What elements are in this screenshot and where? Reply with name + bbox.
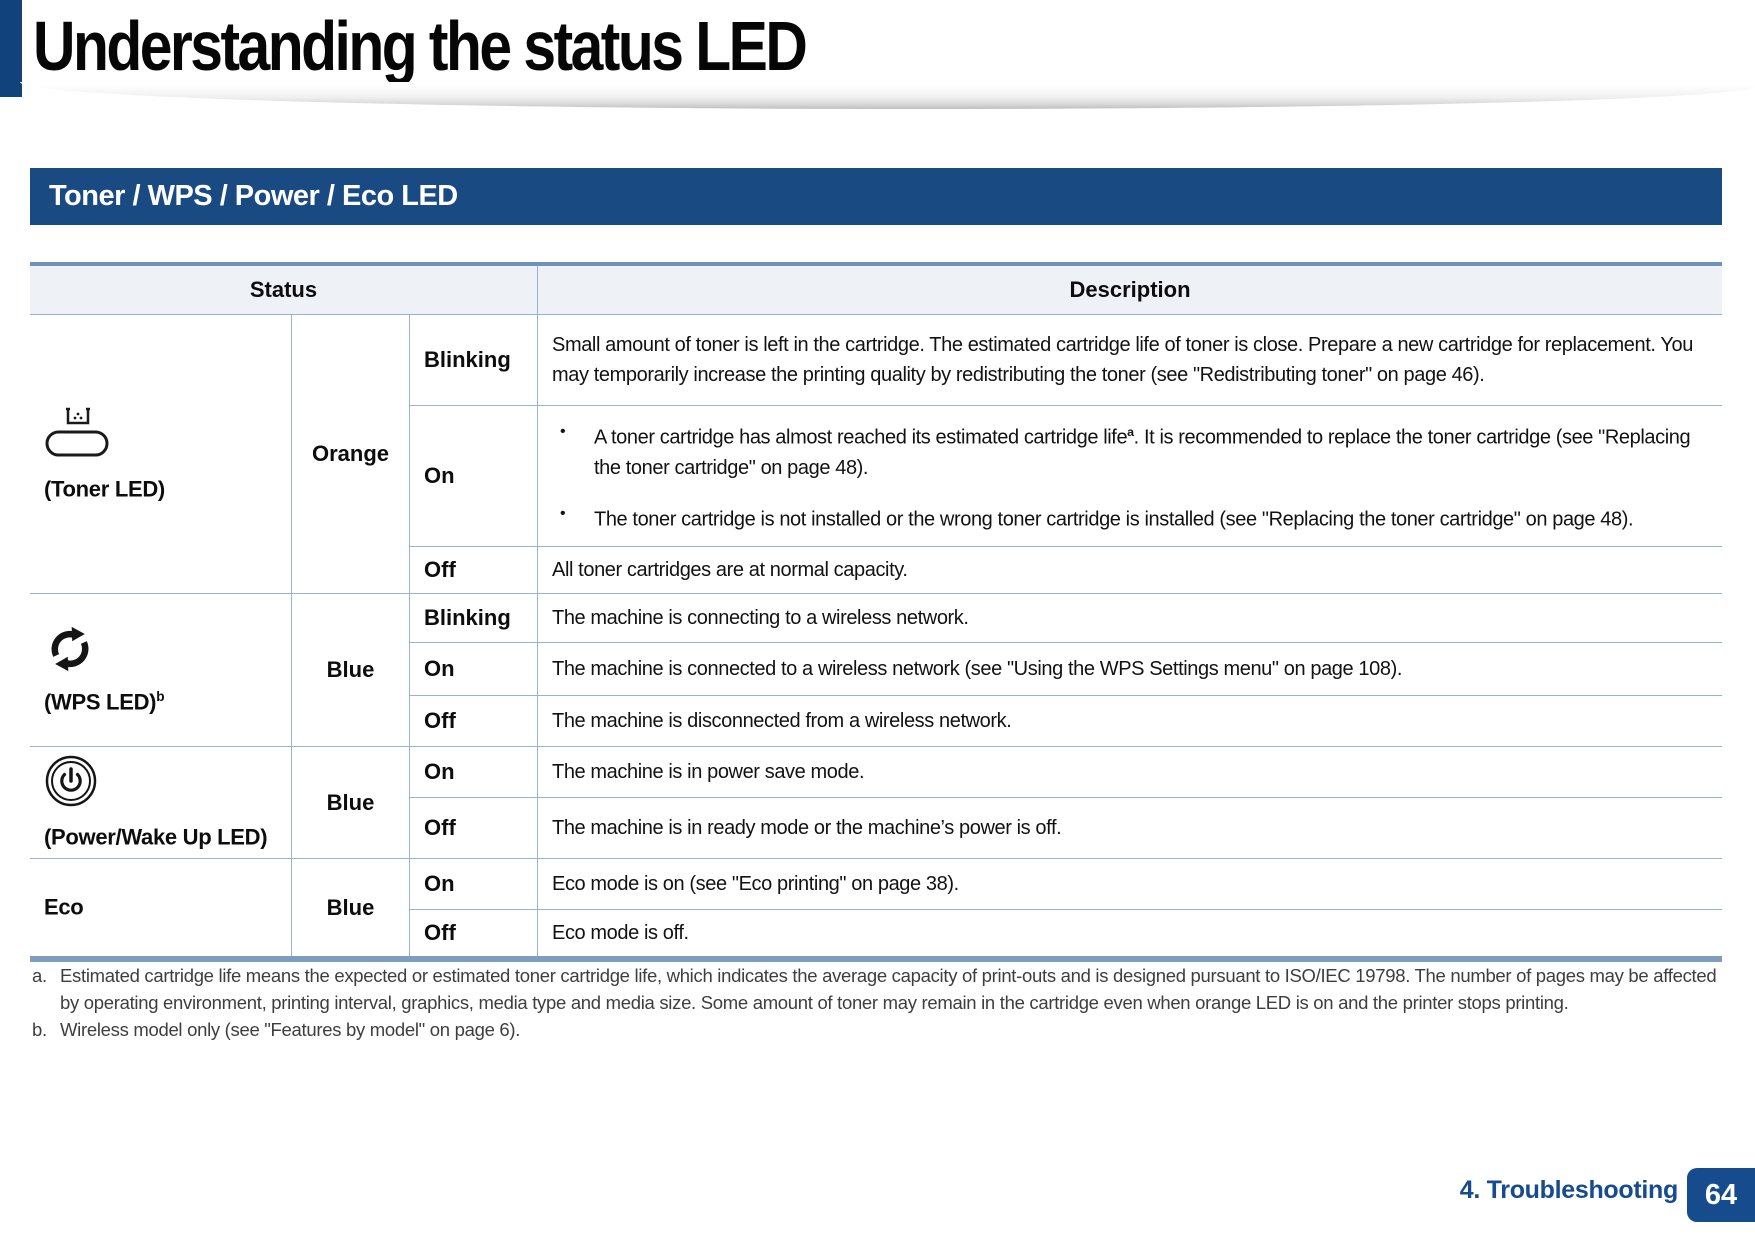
column-header-description: Description (1069, 277, 1191, 302)
led-group-rows: Blinking Small amount of toner is left i… (410, 315, 1722, 593)
state-cell: Off (410, 910, 538, 956)
status-led-table: Status Description (Toner LED) Orange Bl… (30, 262, 1722, 962)
section-header: Toner / WPS / Power / Eco LED (30, 168, 1722, 225)
section-title: Toner / WPS / Power / Eco LED (49, 180, 458, 212)
footer-chapter-label: 4. Troubleshooting (1459, 1176, 1679, 1204)
footnote-a: a. Estimated cartridge life means the ex… (32, 962, 1726, 1016)
power-symbol-icon (45, 756, 97, 807)
state-cell: Blinking (410, 315, 538, 405)
led-cell-eco: Eco (30, 859, 292, 956)
state-cell: Off (410, 696, 538, 746)
wps-sync-arrows-icon (51, 626, 89, 671)
led-label: (Toner LED) (44, 476, 165, 502)
page-number-badge: 64 (1687, 1168, 1755, 1222)
column-header-status: Status (30, 266, 538, 314)
led-label: Eco (44, 894, 84, 920)
chapter-color-bar (0, 0, 22, 97)
led-group-rows: On Eco mode is on (see "Eco printing" on… (410, 859, 1722, 956)
led-group-rows: On The machine is in power save mode. Of… (410, 747, 1722, 858)
description-cell: Eco mode is on (see "Eco printing" on pa… (552, 873, 959, 895)
table-row: On • A toner cartridge has almost reache… (410, 405, 1722, 546)
led-label: (WPS LED)b (44, 688, 165, 715)
table-row: On The machine is connected to a wireles… (410, 642, 1722, 695)
led-group-power: (Power/Wake Up LED) Blue On The machine … (30, 746, 1722, 858)
bullet-text: The toner cartridge is not installed or … (594, 508, 1634, 531)
table-row: Blinking The machine is connecting to a … (410, 594, 1722, 642)
table-row: Off Eco mode is off. (410, 909, 1722, 956)
led-cell-wps: (WPS LED)b (30, 594, 292, 746)
page-title: Understanding the status LED (33, 7, 808, 85)
table-row: On Eco mode is on (see "Eco printing" on… (410, 859, 1722, 909)
led-color-cell: Blue (292, 594, 410, 746)
state-cell: On (410, 406, 538, 546)
led-color-cell: Orange (292, 315, 410, 593)
table-row: Off All toner cartridges are at normal c… (410, 546, 1722, 593)
led-color-cell: Blue (292, 747, 410, 858)
description-cell: • A toner cartridge has almost reached i… (538, 406, 1722, 546)
state-cell: On (410, 643, 538, 695)
bullet-item: • The toner cartridge is not installed o… (552, 499, 1706, 535)
description-cell: All toner cartridges are at normal capac… (552, 559, 908, 581)
description-cell: Small amount of toner is left in the car… (552, 334, 1693, 386)
led-color-cell: Blue (292, 859, 410, 956)
led-cell-power: (Power/Wake Up LED) (30, 747, 292, 858)
table-header-row: Status Description (30, 266, 1722, 315)
state-cell: Off (410, 798, 538, 858)
description-cell: The machine is in power save mode. (552, 761, 865, 783)
footnote-label: a. (32, 965, 47, 986)
bullet-item: • A toner cartridge has almost reached i… (552, 417, 1706, 483)
led-group-toner: (Toner LED) Orange Blinking Small amount… (30, 315, 1722, 593)
led-group-eco: Eco Blue On Eco mode is on (see "Eco pri… (30, 858, 1722, 956)
led-group-wps: (WPS LED)b Blue Blinking The machine is … (30, 593, 1722, 746)
description-cell: The machine is connected to a wireless n… (552, 658, 1402, 680)
bullet-marker: • (560, 423, 566, 441)
table-row: Blinking Small amount of toner is left i… (410, 315, 1722, 405)
state-cell: On (410, 859, 538, 909)
table-row: Off The machine is disconnected from a w… (410, 695, 1722, 746)
bullet-list: • A toner cartridge has almost reached i… (552, 417, 1706, 534)
state-cell: On (410, 747, 538, 797)
table-row: Off The machine is in ready mode or the … (410, 797, 1722, 858)
toner-cartridge-icon (45, 407, 109, 457)
state-cell: Blinking (410, 594, 538, 642)
description-cell: The machine is in ready mode or the mach… (552, 817, 1062, 839)
table-row: On The machine is in power save mode. (410, 747, 1722, 797)
description-cell: The machine is connecting to a wireless … (552, 607, 969, 629)
state-cell: Off (410, 547, 538, 593)
title-shadow-swoosh (20, 82, 1755, 109)
description-cell: Eco mode is off. (552, 922, 689, 944)
led-group-rows: Blinking The machine is connecting to a … (410, 594, 1722, 746)
footnotes: a. Estimated cartridge life means the ex… (32, 962, 1726, 1043)
footnote-b: b. Wireless model only (see "Features by… (32, 1016, 1726, 1043)
footnote-text: Estimated cartridge life means the expec… (60, 965, 1717, 1013)
bullet-marker: • (560, 505, 566, 522)
bullet-text: A toner cartridge has almost reached its… (594, 425, 1691, 479)
footnote-text: Wireless model only (see "Features by mo… (60, 1019, 521, 1040)
footnote-label: b. (32, 1019, 47, 1040)
led-label: (Power/Wake Up LED) (44, 824, 268, 850)
description-cell: The machine is disconnected from a wirel… (552, 710, 1012, 732)
led-cell-toner: (Toner LED) (30, 315, 292, 593)
